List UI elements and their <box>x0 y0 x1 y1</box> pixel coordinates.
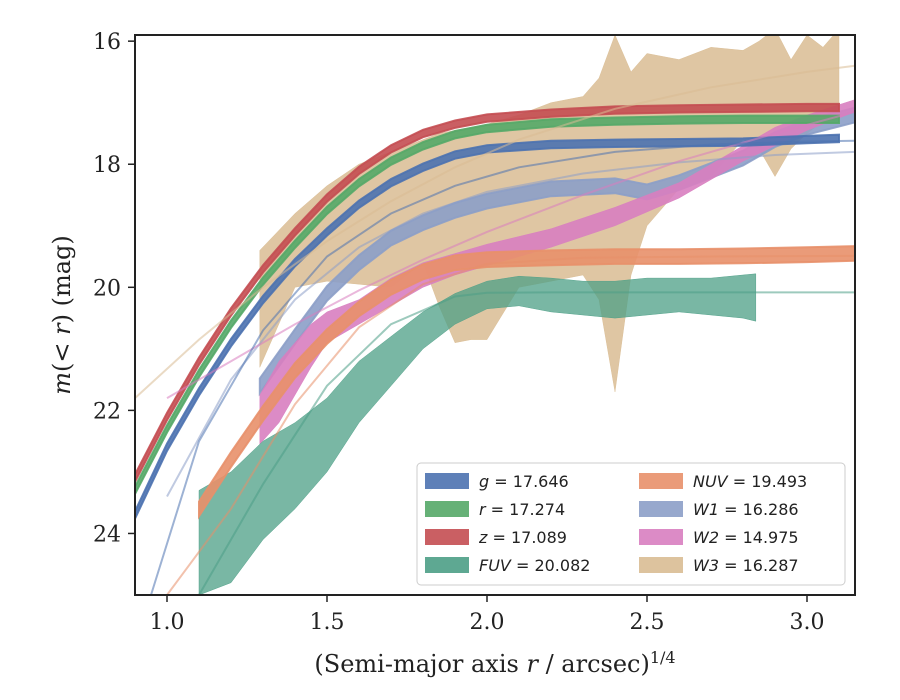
legend-swatch-g <box>425 473 469 489</box>
legend-swatch-W3 <box>639 557 683 573</box>
fit-curve-W1 <box>166 150 855 497</box>
legend-swatch-NUV <box>639 473 683 489</box>
y-axis-title: m(< r) (mag) <box>48 235 76 395</box>
fit-curve-g <box>150 139 855 595</box>
legend-swatch-FUV <box>425 557 469 573</box>
legend-label-W2: W2 = 14.975 <box>693 528 799 547</box>
series-band-NUV <box>198 245 855 520</box>
fit-curve-W3 <box>135 64 855 399</box>
legend-box <box>416 462 846 586</box>
x-axis-title: (Semi-major axis r / arcsec)1/4 <box>314 648 675 679</box>
legend-label-r: r = 17.274 <box>479 500 565 519</box>
x-tick-label: 1.0 <box>150 610 185 635</box>
legend-label-W3: W3 = 16.287 <box>693 556 799 575</box>
series-fit-curves <box>135 64 855 595</box>
legend-swatch-W1 <box>639 501 683 517</box>
legend-swatch-z <box>425 529 469 545</box>
y-tick-label: 20 <box>93 276 121 301</box>
x-tick-label: 1.5 <box>310 610 345 635</box>
legend-label-W1: W1 = 16.286 <box>693 500 799 519</box>
legend-label-FUV: FUV = 20.082 <box>479 556 590 575</box>
legend-label-NUV: NUV = 19.493 <box>693 472 807 491</box>
series-band-r <box>135 114 840 495</box>
plot-frame <box>134 34 856 596</box>
x-tick-label: 2.0 <box>470 610 505 635</box>
series-band-W2 <box>259 99 855 445</box>
legend-label-g: g = 17.646 <box>479 472 569 491</box>
legend-swatch-r <box>425 501 469 517</box>
legend-label-z: z = 17.089 <box>478 528 567 547</box>
fit-curve-FUV <box>198 291 855 595</box>
y-tick-label: 22 <box>93 399 121 424</box>
series-band-g <box>135 133 840 520</box>
x-tick-label: 3.0 <box>790 610 825 635</box>
x-tick-label: 2.5 <box>630 610 665 635</box>
series-band-FUV <box>198 273 757 595</box>
legend-swatch-W2 <box>639 529 683 545</box>
legend: g = 17.646 r = 17.274 z = 17.089 FUV = 20.0… <box>416 462 846 586</box>
axes: 1.0 1.5 2.0 2.5 3.0 16 18 20 22 24 (Semi-major axi… <box>48 30 856 679</box>
fit-curve-W2 <box>166 110 855 399</box>
fit-curve-NUV <box>166 254 855 595</box>
series-band-z <box>135 102 840 483</box>
y-tick-label: 16 <box>93 30 121 55</box>
y-tick-label: 18 <box>93 153 121 178</box>
y-tick-label: 24 <box>93 522 121 547</box>
